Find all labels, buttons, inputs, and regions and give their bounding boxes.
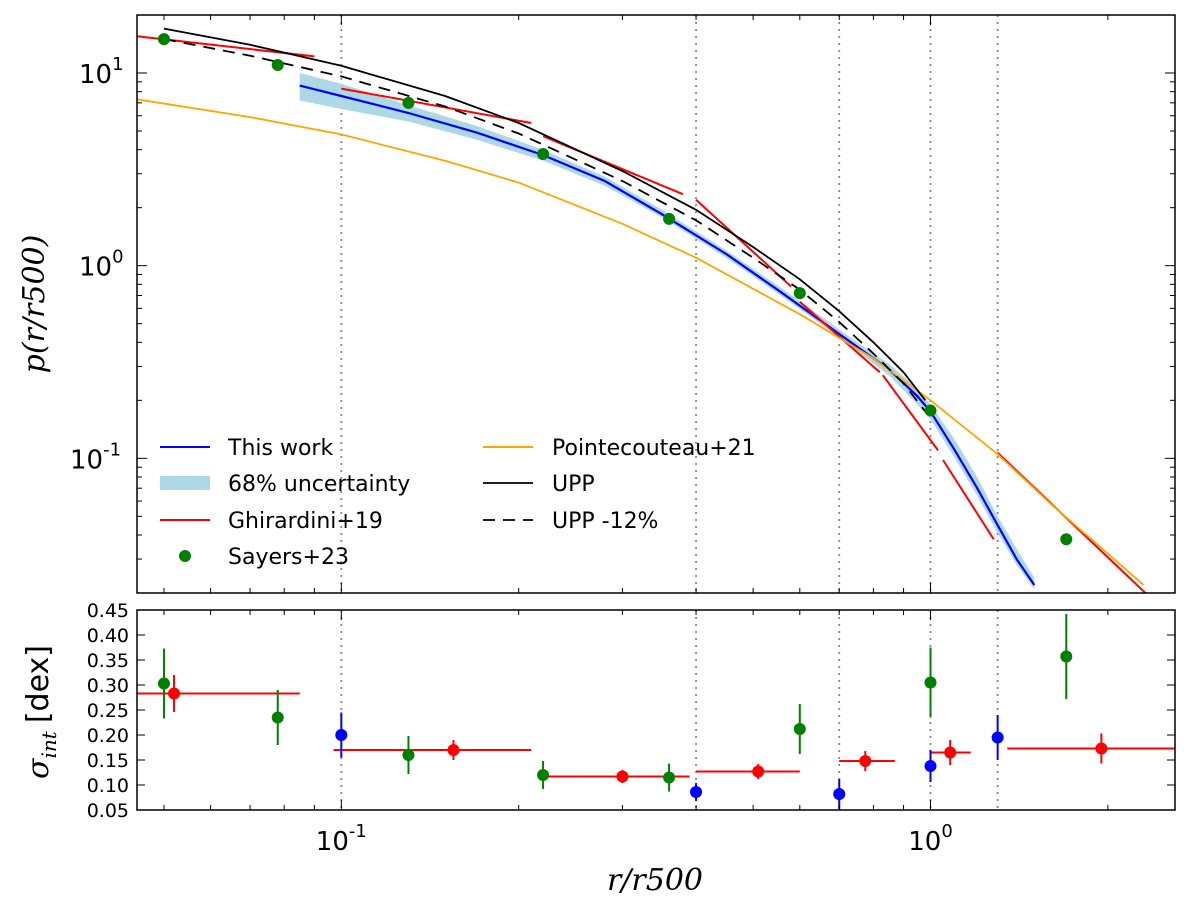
legend-ghirardini-label: Ghirardini+19 — [228, 509, 383, 534]
y-tick-label: 0.10 — [87, 775, 129, 797]
top-vertical-guides — [340, 15, 999, 593]
top-y-tick-labels: 10-1 100 101 — [70, 54, 124, 475]
sayers-23-point — [1060, 533, 1073, 546]
this-work-point — [833, 788, 846, 800]
ghirardini-19-point — [447, 744, 460, 756]
ghirardini-19-segment — [942, 459, 995, 540]
y-tick-label: 0.30 — [87, 675, 129, 697]
bottom-y-tick-labels: 0.05 0.10 0.15 0.20 0.25 0.30 0.35 0.40 0.45 — [87, 600, 129, 822]
sayers-23-point — [663, 212, 676, 225]
legend-this-work-label: This work — [227, 436, 333, 461]
top-series-lines — [137, 27, 1147, 593]
sayers-23-point — [924, 676, 937, 689]
legend: This work 68% uncertainty Ghirardini+19 … — [160, 436, 756, 570]
upp-12-line — [163, 38, 927, 413]
sayers-23-point — [793, 723, 806, 735]
top-y-axis-label: p(r/r500) — [17, 235, 52, 374]
bottom-panel: 0.05 0.10 0.15 0.20 0.25 0.30 0.35 0.40 0.45 10-… — [21, 600, 1176, 898]
legend-upp-label: UPP — [552, 472, 595, 497]
top-panel-frame — [136, 14, 1176, 594]
sayers-23-point — [402, 749, 415, 761]
top-series-points — [157, 33, 1073, 546]
sayers-23-point — [402, 96, 415, 109]
ghirardini-19-point — [616, 770, 629, 783]
y-tick-label-1e1: 101 — [79, 54, 124, 90]
bottom-y-axis-label: σint[dex] — [21, 645, 61, 779]
this-work-point — [690, 786, 703, 798]
ghirardini-19-segment — [341, 87, 532, 124]
sayers-23-point — [793, 287, 806, 300]
ghirardini-19-point — [859, 755, 872, 767]
sayers-23-point — [157, 677, 170, 690]
bottom-panel-frame — [136, 609, 1176, 811]
legend-uncertainty-label: 68% uncertainty — [228, 472, 410, 497]
ghirardini-19-point — [944, 746, 957, 759]
bottom-series-points — [157, 650, 1108, 800]
bottom-axis-ticks — [137, 609, 1175, 811]
y-tick-label: 0.20 — [87, 725, 129, 747]
top-panel: 10-1 100 101 p(r/r500) This work 68% unc… — [17, 14, 1176, 594]
top-y-axis-label-text: p(r/r500) — [17, 235, 52, 374]
pointecouteau-21-line — [137, 98, 1145, 586]
ghirardini-19-segment — [881, 374, 939, 451]
y-tick-label: 0.05 — [87, 800, 129, 822]
legend-upp-12-label: UPP -12% — [552, 509, 658, 534]
this-work-point — [335, 729, 348, 741]
x-tick-labels: 10-1 100 — [316, 821, 953, 857]
this-work-point — [991, 731, 1004, 744]
this-work-point — [924, 760, 937, 772]
y-tick-label: 0.15 — [87, 750, 129, 772]
sayers-23-point — [537, 147, 550, 160]
sayers-23-point — [157, 33, 170, 46]
y-tick-label: 0.35 — [87, 650, 129, 672]
sayers-23-point — [537, 769, 550, 781]
x-tick-label-1e-1: 10-1 — [316, 821, 367, 857]
legend-sayers-swatch — [179, 550, 191, 562]
y-tick-label: 0.25 — [87, 700, 129, 722]
y-tick-label-1e0: 100 — [79, 247, 124, 283]
ghirardini-19-segment — [799, 300, 881, 373]
bottom-y-axis-label-text: σint[dex] — [21, 645, 61, 779]
x-tick-label-1e0: 100 — [908, 821, 953, 857]
legend-sayers-label: Sayers+23 — [228, 545, 349, 570]
sayers-23-point — [924, 404, 937, 417]
ghirardini-19-segment — [695, 198, 792, 288]
sayers-23-point — [271, 59, 284, 72]
ghirardini-19-point — [1095, 742, 1108, 755]
y-tick-label: 0.45 — [87, 600, 129, 622]
legend-uncertainty-swatch — [160, 476, 210, 490]
sayers-23-point — [271, 711, 284, 724]
legend-pointecouteau-label: Pointecouteau+21 — [552, 436, 756, 461]
y-tick-label: 0.40 — [87, 625, 129, 647]
sayers-23-point — [1060, 650, 1073, 663]
y-tick-label-1e-1: 10-1 — [70, 439, 121, 475]
ghirardini-19-point — [752, 765, 765, 778]
ghirardini-19-point — [167, 687, 180, 700]
upp-line — [163, 27, 927, 401]
top-axis-ticks — [137, 14, 1175, 594]
sayers-23-point — [663, 771, 676, 784]
x-axis-label: r/r500 — [607, 863, 703, 898]
